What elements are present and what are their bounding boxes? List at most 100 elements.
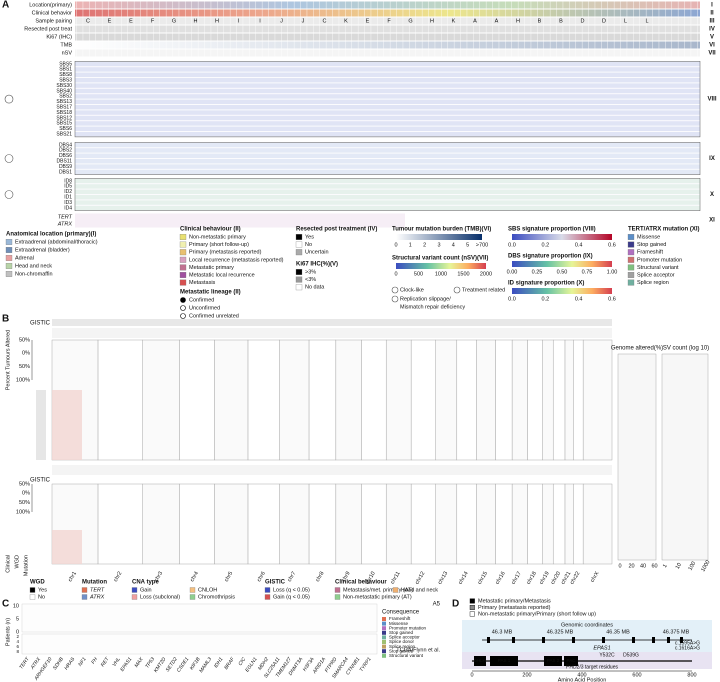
legend-title: ID signature proportion (X)	[508, 281, 584, 287]
axis-tick: 0	[16, 629, 19, 635]
axis-tick: 2	[16, 634, 19, 639]
color-bar-tick: 5	[466, 242, 469, 248]
legend-title: Anatomical location (primary)(I)	[6, 232, 96, 238]
pairing-letter: H	[430, 18, 434, 24]
percent-tick: 50%	[19, 500, 30, 506]
legend-item: Unconfirmed	[189, 305, 220, 311]
chromosome-panel	[308, 339, 337, 461]
row-numeral: VIII	[707, 97, 716, 103]
axis-tick: 60	[651, 563, 657, 569]
chromosome-label: chr17	[511, 571, 523, 586]
gene-row-label: TERT	[58, 214, 73, 220]
legend-swatch	[179, 241, 187, 248]
chromosome-panel	[335, 339, 362, 461]
pairing-letter: B	[538, 18, 542, 24]
chromosome-label: chr2	[113, 571, 124, 583]
signature-block	[74, 178, 701, 211]
legend-swatch	[382, 630, 386, 635]
legend-swatch	[5, 263, 13, 269]
legend-title: Tumour mutation burden (TMB)(VI)	[392, 227, 491, 233]
pairing-letter: E	[366, 18, 370, 24]
signature-row	[75, 105, 700, 110]
row-label: Location(primary)	[29, 2, 72, 8]
domain-label: PAC	[567, 658, 577, 663]
legend-item: Extraadrenal (bladder)	[15, 247, 70, 253]
legend-swatch	[179, 272, 187, 278]
color-bar-tick: >700	[476, 242, 488, 248]
pairing-letter: L	[645, 18, 648, 24]
signature-row	[75, 88, 700, 94]
pairing-letter: J	[280, 18, 283, 24]
signature-row-label: ID3	[64, 200, 72, 206]
legend-item: Uncertain	[305, 250, 329, 256]
chromosome-panel	[247, 483, 280, 565]
row-cells	[75, 9, 700, 17]
legend-item: Non-metastatic primary/Primary (short fo…	[478, 611, 596, 617]
pairing-letter: D	[581, 18, 585, 24]
chromosome-panel	[335, 483, 362, 565]
subtitle: A5	[433, 602, 441, 608]
chromosome-panel	[97, 483, 144, 565]
chromosome-panel	[308, 483, 337, 565]
legend-title: SBS signature proportion (VIII)	[508, 227, 596, 233]
legend-swatch	[382, 617, 386, 621]
genomic-box	[462, 620, 712, 652]
legend-swatch	[5, 247, 13, 253]
signature-row	[75, 72, 700, 77]
gene-label: EGLN1	[244, 656, 258, 673]
chromosome-label: chr14	[458, 571, 470, 586]
legend-item: Splice region	[637, 280, 669, 286]
legend-swatch	[627, 234, 635, 240]
exon	[680, 637, 683, 643]
legend-title: Consequence	[382, 610, 420, 616]
legend-item: TERT	[90, 587, 105, 593]
legend-item: CNLOH	[198, 587, 217, 593]
axis-title: Amino Acid Position	[558, 677, 607, 682]
residue-note: PHD2/3 target residues	[566, 664, 618, 670]
legend-swatch	[382, 626, 386, 631]
legend-swatch	[627, 264, 635, 271]
panel-letter: B	[2, 314, 9, 325]
signature-row-label: SBS21	[56, 132, 72, 138]
legend-swatch	[382, 635, 386, 640]
row-numeral: II	[710, 11, 714, 17]
axis-tick: 1	[662, 563, 669, 569]
legend-title: Structural variant count (nSV)(VII)	[392, 256, 488, 262]
legend-swatch	[295, 249, 303, 256]
gene-label: IDH1	[213, 656, 225, 669]
chromosome-panel	[279, 339, 310, 461]
legend-item: Non-metastatic primary	[189, 234, 246, 240]
domain-label: PAS 2	[547, 658, 560, 663]
signature-row-label: DBS6	[59, 153, 72, 159]
gene-label: HRAS	[63, 656, 76, 671]
legend-item: Splice acceptor	[637, 272, 675, 278]
exon	[542, 637, 545, 643]
gene-band	[75, 213, 405, 228]
signature-row-label: SBS3	[59, 78, 72, 84]
chromosome-panel	[552, 483, 566, 565]
gene-label: TERT	[18, 656, 31, 671]
legend-swatch	[29, 594, 36, 600]
exon	[602, 637, 605, 643]
chromosome-panel	[495, 339, 513, 461]
signature-row	[75, 195, 700, 200]
chromosome-panel	[542, 483, 554, 565]
gene-label: RET	[100, 656, 111, 668]
color-bar-tick: 0.75	[582, 269, 593, 275]
title-band	[52, 465, 612, 475]
chromosome-label: chr12	[414, 571, 426, 586]
side-panel	[617, 353, 657, 561]
legend-item: Mismatch repair deficiency	[400, 304, 465, 310]
row-numeral: X	[710, 192, 714, 198]
exon	[572, 637, 575, 643]
legend-swatch	[334, 594, 341, 600]
pairing-letter: A	[495, 18, 499, 24]
legend-swatch	[469, 598, 475, 604]
legend-item: Splice acceptor	[389, 635, 420, 640]
axis-tick: 100	[687, 561, 697, 572]
legend-title: WGD	[30, 580, 45, 586]
color-bar-tick: 1000	[435, 271, 447, 277]
signature-row	[75, 178, 700, 184]
chromosome-panel	[385, 339, 412, 461]
legend-swatch	[180, 297, 186, 303]
